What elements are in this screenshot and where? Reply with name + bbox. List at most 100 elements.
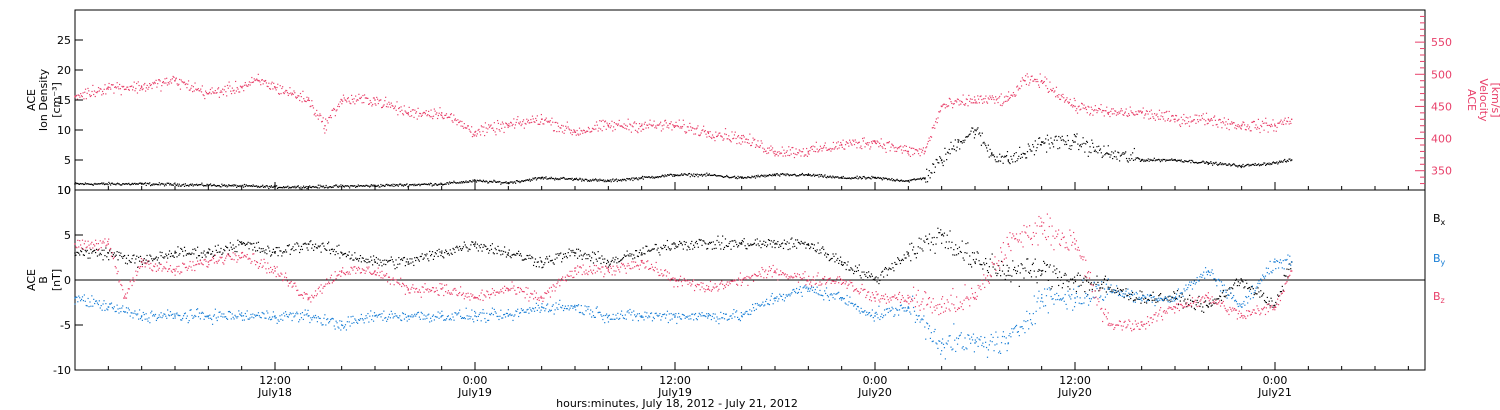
data-point-ion-density [387,184,389,187]
data-point-bx [439,251,441,253]
data-point-ion-density [1183,161,1185,163]
data-point-velocity [797,152,800,154]
data-point-bx [1085,276,1087,278]
data-point-ion-density [174,182,176,184]
data-point-velocity [320,121,323,123]
data-point-bx [712,241,714,243]
data-point-by [153,315,156,317]
data-point-velocity [943,103,945,105]
data-point-ion-density [335,184,338,186]
data-point-ion-density [296,185,299,187]
data-point-velocity [642,128,644,130]
data-point-velocity [870,141,873,143]
data-point-bx [180,247,182,250]
data-point-ion-density [357,184,359,186]
data-point-ion-density [1054,136,1056,138]
data-point-bx [884,266,887,269]
data-point-velocity [259,81,261,83]
data-point-ion-density [1217,164,1219,166]
data-point-bx [264,252,266,254]
data-point-by [238,310,240,312]
data-point-bx [974,261,976,263]
data-point-bx [628,255,630,257]
data-point-velocity [471,135,474,138]
data-point-velocity [621,126,624,128]
data-point-velocity [544,119,547,121]
data-point-bx [921,248,923,250]
data-point-ion-density [684,173,686,175]
data-point-velocity [810,145,813,148]
data-point-bx [479,247,481,249]
data-point-bx [246,243,248,245]
data-point-velocity [1063,101,1066,103]
data-point-velocity [855,141,857,143]
data-point-ion-density [191,183,193,185]
data-point-bx [185,254,187,256]
data-point-by [202,312,204,314]
data-point-bx [774,243,776,245]
data-point-by [541,303,543,305]
data-point-velocity [388,101,390,103]
data-point-ion-density [490,180,492,183]
data-point-bx [676,246,678,248]
data-point-bx [430,253,433,256]
data-point-bx [198,255,201,257]
data-point-by [659,312,661,315]
data-point-ion-density [446,182,448,184]
data-point-ion-density [701,175,704,177]
data-point-velocity [1229,123,1231,125]
data-point-by [337,326,339,328]
data-point-velocity [854,139,856,141]
data-point-velocity [1221,127,1223,129]
data-point-by [502,317,504,319]
data-point-bx [1290,268,1292,270]
data-point-by [490,312,493,314]
data-point-velocity [956,98,959,100]
data-point-velocity [385,96,387,98]
data-point-bx [843,261,845,264]
bottom-panel-points [74,213,1293,360]
data-point-velocity [507,126,509,129]
data-point-velocity [578,134,580,136]
data-point-ion-density [808,174,810,176]
data-point-velocity [109,86,111,89]
data-point-velocity [704,129,706,132]
data-point-ion-density [850,178,852,180]
data-point-ion-density [1232,163,1235,165]
data-point-ion-density [1238,165,1240,167]
data-point-ion-density [111,182,113,184]
data-point-by [211,323,214,325]
data-point-velocity [1128,114,1131,116]
data-point-velocity [97,86,100,89]
data-point-velocity [210,93,212,95]
data-point-velocity [1258,127,1260,130]
data-point-by [168,315,171,317]
data-point-bx [581,258,583,260]
data-point-by [385,316,387,319]
data-point-bx [183,246,186,248]
data-point-velocity [975,101,977,103]
data-point-bx [290,248,292,251]
data-point-velocity [832,141,834,144]
data-point-bx [911,242,913,244]
data-point-bx [711,248,713,250]
data-point-velocity [501,127,503,129]
data-point-by [649,312,652,315]
data-point-by [639,315,641,317]
data-point-by [276,322,278,324]
data-point-bx [666,239,669,242]
data-point-ion-density [726,174,728,177]
data-point-velocity [386,103,388,105]
data-point-velocity [336,109,338,111]
data-point-ion-density [90,183,93,185]
data-point-ion-density [94,182,96,185]
data-point-velocity [473,135,475,137]
data-point-velocity [449,116,451,119]
data-point-velocity [958,104,960,106]
data-point-velocity [872,140,874,142]
data-point-ion-density [1073,133,1076,136]
data-point-velocity [1072,106,1074,108]
data-point-velocity [130,85,132,88]
data-point-ion-density [955,150,957,152]
data-point-bx [920,238,922,240]
